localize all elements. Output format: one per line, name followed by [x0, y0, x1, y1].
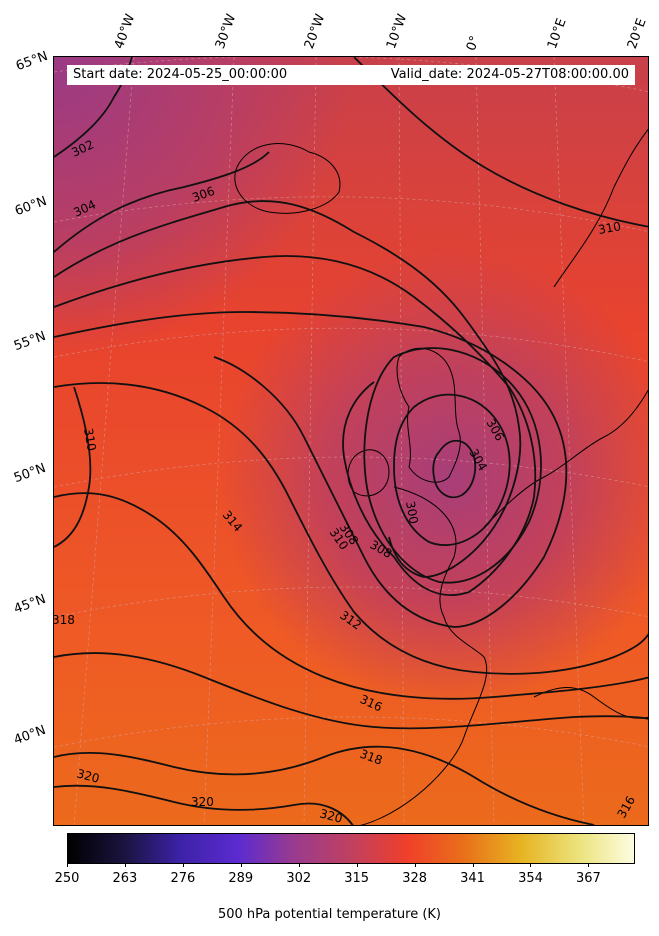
france-spain-coast [359, 486, 488, 825]
lat-label-60n: 60°N [13, 193, 49, 220]
colorbar-tick-label: 341 [460, 871, 485, 886]
lat-label-55n: 55°N [12, 328, 48, 355]
contour-310-west [54, 386, 92, 548]
lat-label-65n: 65°N [14, 48, 50, 75]
lon-label-40w: 40°W [111, 12, 139, 51]
colorbar-tick-mark [530, 863, 532, 867]
colorbar-tick-label: 315 [344, 871, 370, 886]
contour-318 [54, 745, 595, 825]
valid-date-label: Valid_date: 2024-05-27T08:00:00.00 [390, 67, 629, 82]
colorbar-tick-label: 328 [402, 871, 428, 886]
colorbar-tick-mark [356, 863, 358, 867]
colorbar-tick-label: 250 [54, 871, 80, 886]
contour-label: 318 [54, 613, 75, 627]
scandinavia-coast [553, 128, 648, 288]
colorbar-tick-mark [240, 863, 242, 867]
lat-label-45n: 45°N [12, 591, 48, 618]
contour-label: 310 [81, 427, 99, 452]
contour-310-upper [353, 57, 648, 228]
colorbar-tick-mark [472, 863, 474, 867]
contour-label: 320 [191, 795, 214, 809]
contour-316 [54, 652, 648, 730]
north-sea-coast [483, 389, 648, 528]
contour-label: 310 [597, 219, 622, 237]
colorbar-tick-mark [298, 863, 300, 867]
contour-306-inner [363, 347, 542, 584]
colorbar-tick-label: 354 [518, 871, 543, 886]
lon-label-20e: 20°E [624, 16, 650, 51]
start-date-label: Start date: 2024-05-25_00:00:00 [73, 67, 288, 82]
colorbar [67, 833, 635, 864]
lat-label-40n: 40°N [12, 722, 48, 749]
map-panel: 302 304 306 308 308 310 310 310 312 314 … [53, 56, 649, 826]
contour-label: 320 [318, 806, 344, 825]
colorbar-tick-mark [124, 863, 126, 867]
contour-320 [54, 784, 354, 825]
contour-label: 320 [75, 766, 101, 785]
lat-label-50n: 50°N [12, 460, 48, 487]
contour-310 [54, 311, 568, 628]
colorbar-tick-label: 289 [228, 871, 254, 886]
contour-314 [54, 492, 648, 700]
britain-coast [396, 347, 461, 483]
lon-label-10w: 10°W [383, 12, 411, 51]
cold-low-region [54, 57, 648, 825]
date-info-box: Start date: 2024-05-25_00:00:00 Valid_da… [67, 65, 635, 85]
contour-304-inner [393, 393, 511, 546]
colorbar-tick-label: 263 [112, 871, 138, 886]
colorbar-tick-label: 367 [576, 871, 601, 886]
contour-300 [432, 439, 476, 499]
contour-304 [54, 151, 270, 253]
graticule [54, 57, 648, 825]
map-canvas: 302 304 306 308 308 310 310 310 312 314 … [54, 57, 648, 825]
contour-lines [54, 57, 648, 825]
colorbar-tick-mark [588, 863, 590, 867]
contour-308 [54, 255, 537, 596]
colorbar-tick-mark [182, 863, 184, 867]
lon-label-10e: 10°E [544, 16, 570, 51]
lon-label-0: 0° [463, 33, 484, 53]
lon-label-20w: 20°W [301, 12, 329, 51]
contour-306 [54, 200, 522, 578]
iceland-coast [234, 143, 341, 214]
colorbar-tick-label: 276 [170, 871, 196, 886]
lon-label-30w: 30°W [212, 12, 240, 51]
contour-label: 300 [403, 500, 421, 525]
colorbar-tick-mark [414, 863, 416, 867]
colorbar-tick-label: 302 [286, 871, 312, 886]
colorbar-title: 500 hPa potential temperature (K) [217, 907, 441, 922]
colorbar-tick-mark [67, 863, 68, 867]
contour-312 [54, 382, 648, 675]
